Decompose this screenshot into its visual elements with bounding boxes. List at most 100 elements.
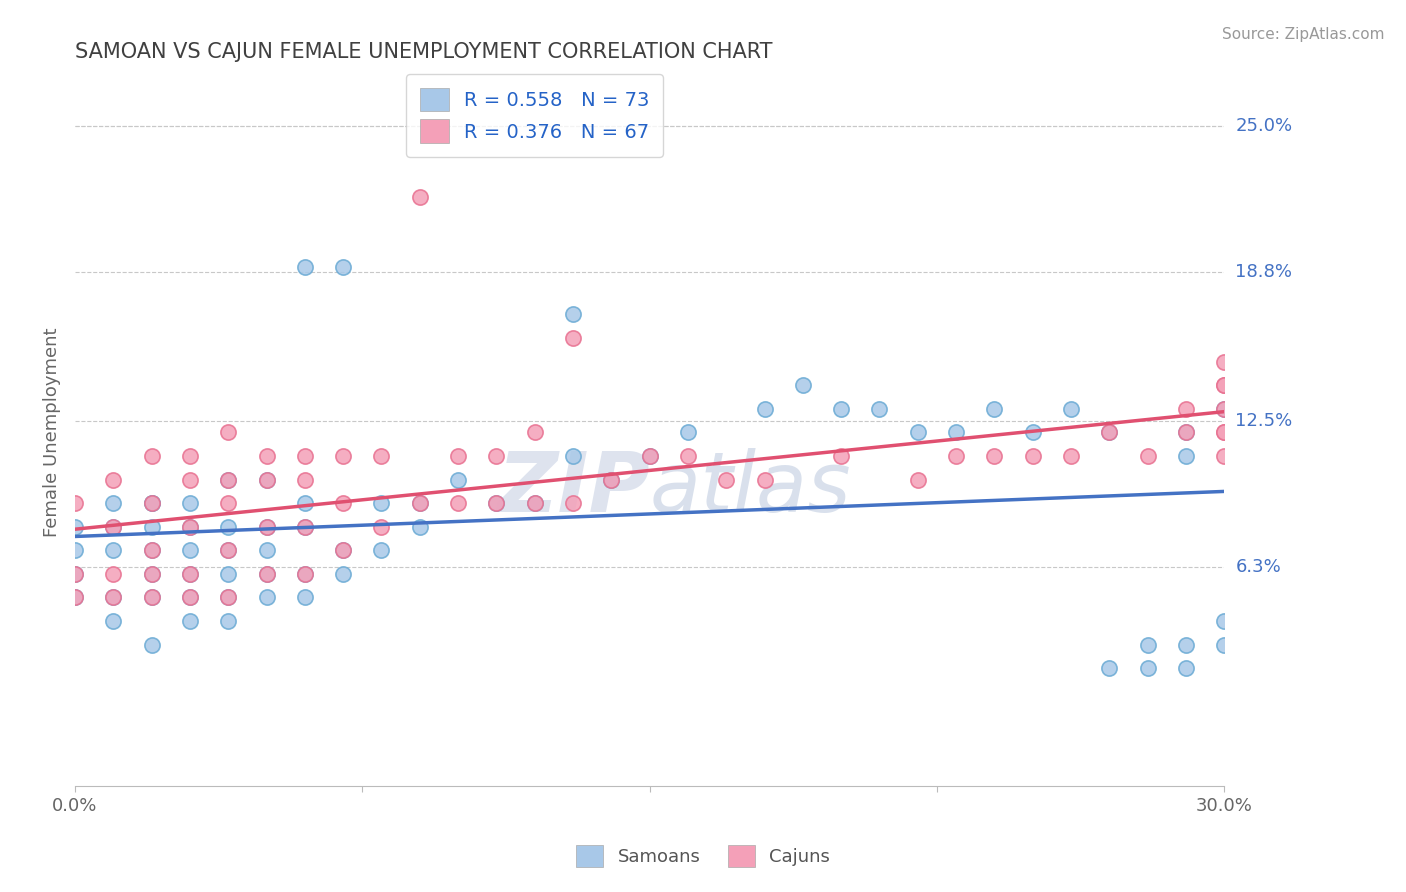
Point: [294, 566, 316, 581]
Legend: R = 0.558   N = 73, R = 0.376   N = 67: R = 0.558 N = 73, R = 0.376 N = 67: [406, 74, 664, 157]
Point: [485, 496, 508, 510]
Point: [294, 591, 316, 605]
Point: [63, 519, 86, 533]
Point: [256, 566, 278, 581]
Point: [409, 496, 432, 510]
Text: 25.0%: 25.0%: [1236, 117, 1292, 135]
Point: [792, 378, 814, 392]
Point: [63, 496, 86, 510]
Point: [103, 591, 125, 605]
Point: [179, 519, 201, 533]
Point: [141, 566, 163, 581]
Point: [63, 566, 86, 581]
Point: [332, 449, 354, 463]
Point: [141, 449, 163, 463]
Point: [217, 566, 239, 581]
Point: [256, 473, 278, 487]
Point: [1136, 449, 1159, 463]
Point: [562, 496, 585, 510]
Point: [332, 260, 354, 275]
Point: [370, 543, 392, 558]
Text: 18.8%: 18.8%: [1236, 263, 1292, 281]
Point: [523, 425, 546, 440]
Point: [907, 425, 929, 440]
Point: [485, 449, 508, 463]
Point: [141, 591, 163, 605]
Point: [141, 496, 163, 510]
Point: [485, 496, 508, 510]
Point: [447, 496, 470, 510]
Point: [370, 449, 392, 463]
Point: [294, 260, 316, 275]
Point: [869, 401, 891, 416]
Point: [103, 591, 125, 605]
Point: [141, 638, 163, 652]
Point: [1213, 354, 1236, 368]
Point: [907, 473, 929, 487]
Point: [332, 543, 354, 558]
Point: [638, 449, 661, 463]
Point: [63, 591, 86, 605]
Point: [63, 591, 86, 605]
Point: [638, 449, 661, 463]
Point: [409, 519, 432, 533]
Point: [1213, 425, 1236, 440]
Point: [217, 425, 239, 440]
Point: [256, 473, 278, 487]
Point: [141, 543, 163, 558]
Point: [983, 401, 1005, 416]
Point: [1213, 401, 1236, 416]
Text: 12.5%: 12.5%: [1236, 411, 1292, 430]
Point: [179, 591, 201, 605]
Point: [332, 566, 354, 581]
Point: [179, 519, 201, 533]
Point: [141, 591, 163, 605]
Point: [676, 449, 699, 463]
Point: [256, 566, 278, 581]
Point: [1213, 449, 1236, 463]
Point: [103, 519, 125, 533]
Point: [217, 519, 239, 533]
Point: [179, 496, 201, 510]
Point: [141, 519, 163, 533]
Point: [63, 566, 86, 581]
Point: [1174, 661, 1197, 675]
Point: [217, 543, 239, 558]
Text: ZIP: ZIP: [496, 449, 650, 530]
Point: [256, 543, 278, 558]
Point: [945, 449, 967, 463]
Point: [409, 496, 432, 510]
Point: [217, 614, 239, 628]
Point: [103, 566, 125, 581]
Point: [103, 543, 125, 558]
Point: [103, 519, 125, 533]
Point: [141, 543, 163, 558]
Point: [179, 473, 201, 487]
Point: [294, 473, 316, 487]
Point: [409, 189, 432, 203]
Point: [294, 519, 316, 533]
Point: [141, 496, 163, 510]
Point: [370, 496, 392, 510]
Point: [1174, 425, 1197, 440]
Point: [179, 566, 201, 581]
Point: [1213, 638, 1236, 652]
Point: [1021, 449, 1043, 463]
Point: [1213, 401, 1236, 416]
Point: [1174, 401, 1197, 416]
Point: [754, 473, 776, 487]
Point: [256, 591, 278, 605]
Point: [830, 449, 852, 463]
Point: [1213, 378, 1236, 392]
Point: [256, 449, 278, 463]
Point: [294, 496, 316, 510]
Point: [1174, 638, 1197, 652]
Point: [945, 425, 967, 440]
Point: [103, 496, 125, 510]
Point: [1213, 378, 1236, 392]
Point: [1060, 401, 1083, 416]
Y-axis label: Female Unemployment: Female Unemployment: [44, 327, 60, 537]
Point: [179, 449, 201, 463]
Point: [217, 591, 239, 605]
Point: [830, 401, 852, 416]
